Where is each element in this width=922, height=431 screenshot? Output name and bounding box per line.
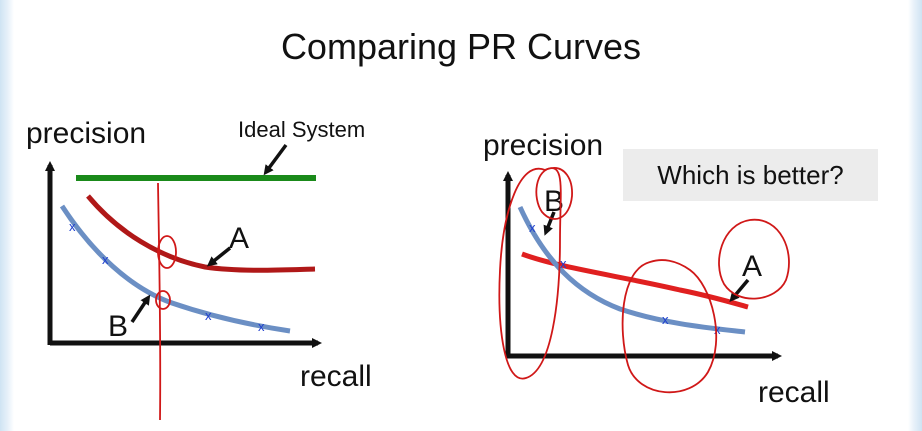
- ideal-system-label: Ideal System: [238, 117, 365, 142]
- right-plot: precision recall A B x x x x: [483, 129, 830, 409]
- left-curve-b-label: B: [108, 310, 128, 343]
- slide-title: Comparing PR Curves: [280, 26, 642, 67]
- left-curve-b-marker: x: [102, 252, 109, 267]
- left-annotation-circle-b: [155, 290, 171, 310]
- left-xlabel: recall: [300, 360, 372, 393]
- right-curve-b-label: B: [544, 185, 564, 218]
- left-curve-b-marker: x: [205, 308, 212, 323]
- left-curve-b-arrow: [130, 294, 151, 323]
- ideal-system-arrow: [263, 143, 288, 176]
- left-curve-a-label: A: [229, 222, 249, 255]
- left-annotation-vertical-line: [157, 182, 162, 421]
- slide-frame-left: [0, 0, 14, 431]
- right-curve-b-marker: x: [560, 256, 567, 271]
- right-curve-a-arrow: [729, 278, 750, 303]
- right-curve-b: [517, 205, 746, 335]
- right-curve-b-marker: x: [662, 312, 669, 327]
- left-curve-b: [59, 204, 291, 334]
- right-annotation-circle-a: [718, 219, 790, 300]
- left-curve-a: [86, 194, 316, 273]
- right-curve-b-arrow: [543, 211, 556, 236]
- right-ylabel: precision: [483, 129, 603, 162]
- right-curve-b-marker: x: [714, 322, 721, 337]
- left-curve-a-arrow: [206, 246, 232, 267]
- right-annotation-loop-b: [498, 167, 562, 380]
- right-annotation-circle-b: [535, 167, 573, 220]
- right-annotation-loop-middle: [621, 259, 717, 394]
- left-annotation-circle-a: [157, 235, 177, 269]
- slide-frame-right: [908, 0, 922, 431]
- question-callout: Which is better?: [623, 149, 878, 201]
- left-curve-b-marker: x: [69, 219, 76, 234]
- right-curve-a-label: A: [742, 250, 762, 283]
- right-curve-b-marker: x: [529, 220, 536, 235]
- left-ylabel: precision: [26, 117, 146, 150]
- right-xlabel: recall: [758, 376, 830, 409]
- left-plot: precision recall Ideal System A B x x x …: [26, 117, 372, 421]
- left-curve-b-marker: x: [258, 319, 265, 334]
